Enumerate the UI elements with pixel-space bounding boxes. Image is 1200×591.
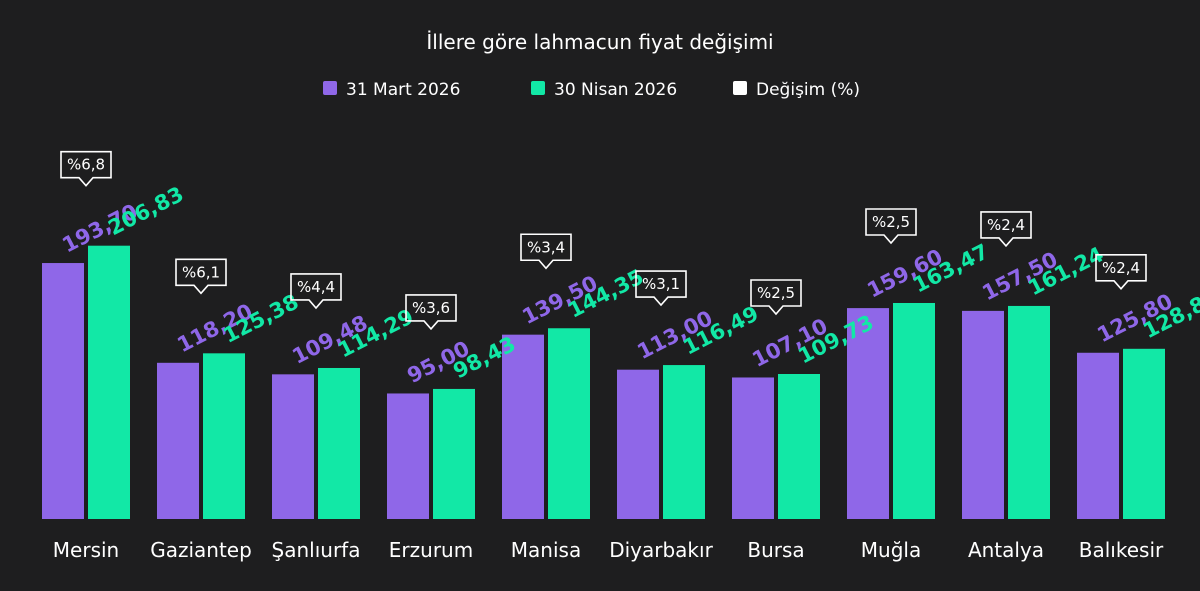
change-callout-box-9 bbox=[1095, 254, 1147, 291]
bar-1-5 bbox=[617, 369, 659, 519]
bar-1-8 bbox=[962, 310, 1004, 519]
x-tick-label-6: Bursa bbox=[747, 538, 804, 562]
x-tick-label-2: Şanlıurfa bbox=[272, 538, 361, 562]
legend-label-series-2: 30 Nisan 2026 bbox=[554, 80, 677, 100]
x-tick-label-0: Mersin bbox=[53, 538, 119, 562]
change-callout-box-3 bbox=[405, 294, 457, 331]
legend-swatch-series-2 bbox=[531, 81, 545, 95]
change-callout-box-1 bbox=[175, 258, 227, 295]
legend: 31 Mart 2026 30 Nisan 2026 Değişim (%) bbox=[323, 80, 860, 100]
change-label-7: %2,5 bbox=[872, 213, 910, 231]
bar-2-4 bbox=[548, 328, 590, 519]
change-label-5: %3,1 bbox=[642, 275, 680, 293]
x-tick-label-8: Antalya bbox=[968, 538, 1044, 562]
bar-1-3 bbox=[387, 393, 429, 519]
legend-swatch-change bbox=[733, 81, 747, 95]
bars bbox=[42, 245, 1165, 520]
bar-1-4 bbox=[502, 334, 544, 519]
bar-1-9 bbox=[1077, 352, 1119, 519]
bar-2-7 bbox=[893, 302, 935, 519]
change-callout-box-5 bbox=[635, 270, 687, 307]
change-label-6: %2,5 bbox=[757, 284, 795, 302]
change-callout-box-2 bbox=[290, 273, 342, 310]
x-tick-label-4: Manisa bbox=[511, 538, 581, 562]
bar-2-3 bbox=[433, 388, 475, 519]
change-callout-box-8 bbox=[980, 211, 1032, 248]
change-callout-box-6 bbox=[750, 279, 802, 316]
bar-2-6 bbox=[778, 374, 820, 519]
change-callout-box-4 bbox=[520, 233, 572, 270]
change-label-1: %6,1 bbox=[182, 263, 220, 281]
bar-2-1 bbox=[203, 353, 245, 519]
change-label-0: %6,8 bbox=[67, 156, 105, 174]
change-label-2: %4,4 bbox=[297, 278, 335, 296]
legend-label-change: Değişim (%) bbox=[756, 80, 860, 100]
change-label-9: %2,4 bbox=[1102, 259, 1140, 277]
change-label-4: %3,4 bbox=[527, 238, 565, 256]
x-tick-label-7: Muğla bbox=[861, 538, 921, 562]
legend-swatch-series-1 bbox=[323, 81, 337, 95]
x-tick-label-5: Diyarbakır bbox=[609, 538, 713, 562]
x-axis-labels: Mersin Gaziantep Şanlıurfa Erzurum Manisa Diy… bbox=[53, 538, 1164, 562]
change-callout-box-7 bbox=[865, 208, 917, 245]
x-tick-label-1: Gaziantep bbox=[150, 538, 252, 562]
change-callouts: %6,8 %6,1 %4,4 %3,6 %3,4 %3,1 %2,5 %2,5 %2,4 %2,4 bbox=[60, 150, 1147, 331]
legend-label-series-1: 31 Mart 2026 bbox=[346, 80, 460, 100]
x-tick-label-9: Balıkesir bbox=[1079, 538, 1164, 562]
bar-2-5 bbox=[663, 365, 705, 519]
chart-title: İllere göre lahmacun fiyat değişimi bbox=[426, 30, 773, 54]
bar-1-2 bbox=[272, 374, 314, 519]
change-label-8: %2,4 bbox=[987, 216, 1025, 234]
bar-2-2 bbox=[318, 367, 360, 519]
bar-1-6 bbox=[732, 377, 774, 519]
change-label-3: %3,6 bbox=[412, 299, 450, 317]
bar-2-0 bbox=[88, 245, 130, 520]
bar-1-0 bbox=[42, 263, 84, 519]
bar-2-9 bbox=[1123, 348, 1165, 519]
bar-2-8 bbox=[1008, 305, 1050, 519]
bar-1-1 bbox=[157, 362, 199, 519]
x-tick-label-3: Erzurum bbox=[389, 538, 473, 562]
change-callout-box-0 bbox=[60, 150, 112, 187]
bar-1-7 bbox=[847, 308, 889, 519]
